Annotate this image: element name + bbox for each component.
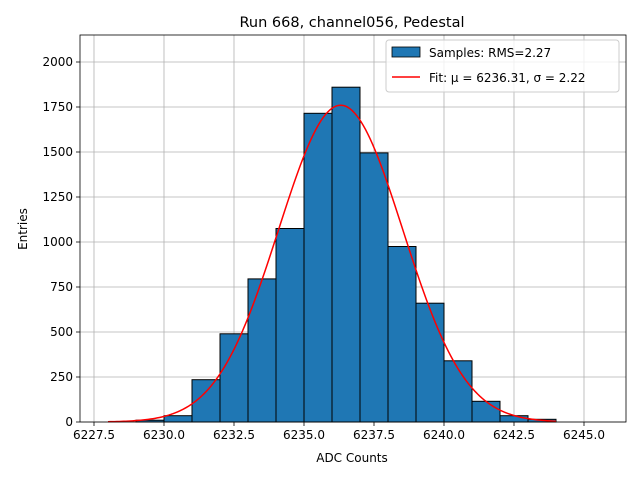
y-axis-label: Entries (16, 208, 30, 250)
fit-curve-line (107, 104, 557, 423)
x-axis-label: ADC Counts (316, 451, 388, 465)
x-tick-label: 6227.5 (73, 428, 115, 442)
histogram-bar (471, 400, 501, 423)
histogram-bar (303, 112, 333, 423)
histogram-bar (415, 302, 445, 423)
y-tick-label: 0 (65, 415, 73, 429)
legend-label-fit: Fit: μ = 6236.31, σ = 2.22 (429, 71, 586, 85)
y-tick-label: 500 (50, 325, 73, 339)
plot-area-frame (79, 34, 627, 423)
y-tick-label: 1000 (42, 235, 73, 249)
chart-title: Run 668, channel056, Pedestal (239, 15, 464, 31)
y-tick-label: 1500 (42, 145, 73, 159)
histogram-bar (443, 360, 473, 423)
histogram-bar (359, 152, 389, 423)
histogram-bar (163, 415, 193, 423)
x-tick-label: 6230.0 (143, 428, 185, 442)
x-tick-label: 6235.0 (283, 428, 325, 442)
x-tick-label: 6245.0 (563, 428, 605, 442)
x-tick-label: 6232.5 (213, 428, 255, 442)
y-tick-label: 250 (50, 370, 73, 384)
legend-label-samples: Samples: RMS=2.27 (429, 46, 551, 60)
histogram-bar (219, 333, 249, 423)
histogram-bar (275, 228, 305, 423)
legend-box (385, 39, 620, 93)
y-tick-label: 1250 (42, 190, 73, 204)
x-axis-ticks: 6227.5 6230.0 6232.5 6235.0 6237.5 6240.0 6242… (73, 422, 605, 442)
legend: Samples: RMS=2.27 Fit: μ = 6236.31, σ = … (385, 39, 620, 93)
histogram-bar (387, 246, 417, 423)
y-tick-label: 1750 (42, 100, 73, 114)
x-tick-label: 6242.5 (493, 428, 535, 442)
legend-swatch-samples (391, 46, 421, 58)
histogram-bar (499, 415, 529, 423)
histogram-bar (331, 86, 361, 423)
x-tick-label: 6237.5 (353, 428, 395, 442)
y-tick-label: 750 (50, 280, 73, 294)
histogram-bar (247, 278, 277, 423)
x-tick-label: 6240.0 (423, 428, 465, 442)
y-axis-ticks: 0 250 500 750 1000 1250 1500 1750 2000 (42, 55, 80, 429)
y-tick-label: 2000 (42, 55, 73, 69)
